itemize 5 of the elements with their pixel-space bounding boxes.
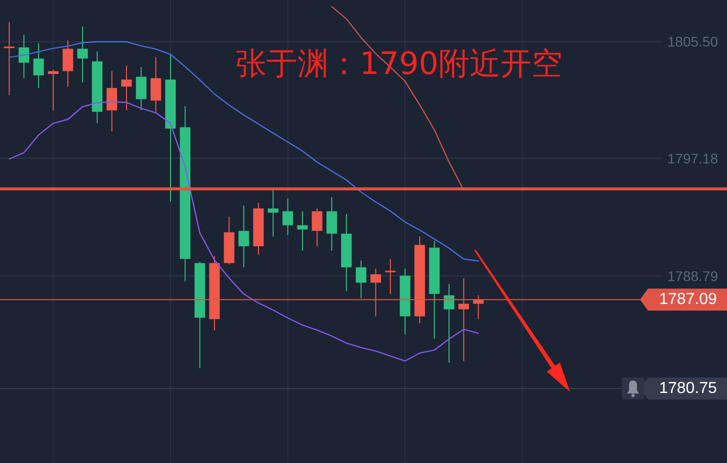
y-tick-label: 1805.50 (667, 34, 718, 50)
y-tick-label: 1788.79 (667, 268, 718, 284)
ref-line-label: 1787.09 (659, 291, 718, 308)
y-tick-label: 1797.18 (667, 150, 718, 166)
ref-line-label: 1780.75 (659, 380, 718, 397)
